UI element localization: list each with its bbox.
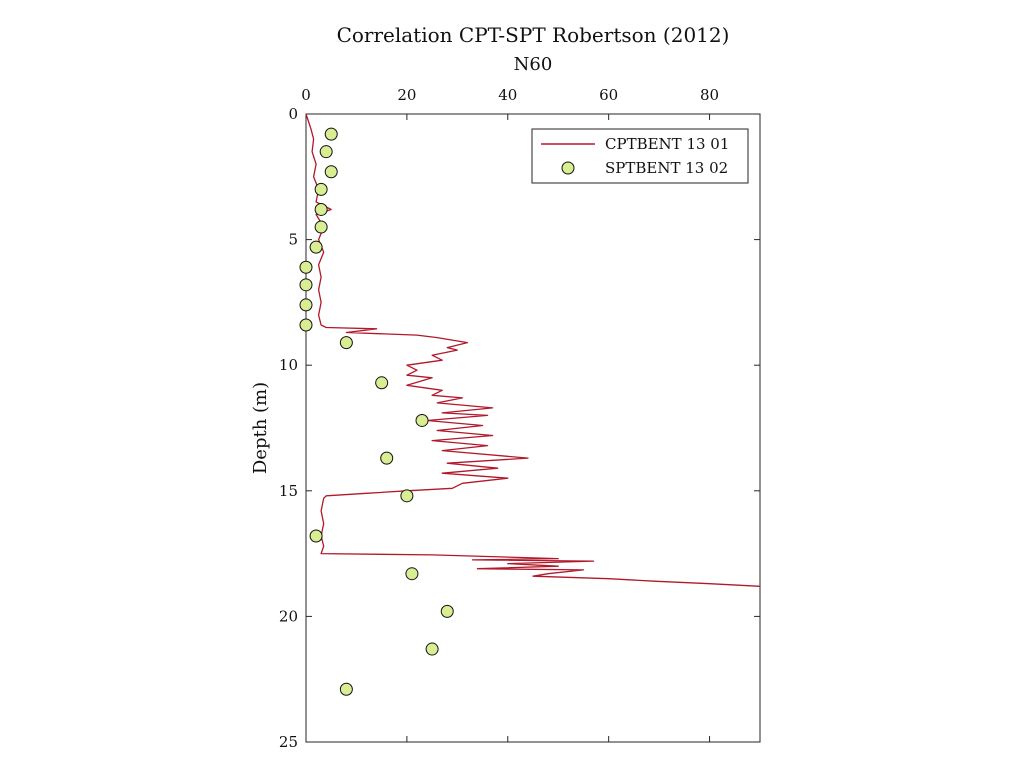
spt-data-point [339, 336, 353, 350]
y-ticks: 0 5 10 15 20 25 [279, 105, 760, 751]
y-tick-label: 15 [279, 482, 298, 500]
spt-data-point [314, 202, 328, 216]
spt-data-point [440, 604, 454, 618]
legend: CPTBENT 13 01 SPTBENT 13 02 [531, 128, 749, 184]
spt-data-point [375, 376, 389, 390]
x-tick-label: 0 [301, 86, 311, 104]
spt-data-point [324, 165, 338, 179]
spt-data-point [339, 682, 353, 696]
x-tick-label: 40 [498, 86, 517, 104]
spt-data-point [309, 529, 323, 543]
chart-title: Correlation CPT-SPT Robertson (2012) [337, 23, 730, 47]
spt-data-point [314, 220, 328, 234]
spt-data-point [380, 451, 394, 465]
spt-data-point [309, 240, 323, 254]
legend-label-spt: SPTBENT 13 02 [605, 159, 728, 177]
x-ticks: 0 20 40 60 80 [301, 86, 719, 742]
x-tick-label: 20 [397, 86, 416, 104]
y-tick-label: 0 [288, 105, 298, 123]
x-axis-label: N60 [514, 54, 553, 75]
cpt-series-line [305, 113, 761, 587]
spt-data-point [405, 567, 419, 581]
spt-data-point [415, 413, 429, 427]
y-tick-label: 10 [279, 356, 298, 374]
spt-data-point [319, 145, 333, 159]
y-axis-label: Depth (m) [250, 382, 271, 474]
legend-marker-swatch [561, 161, 575, 175]
spt-data-point [299, 278, 313, 292]
spt-data-point [324, 127, 338, 141]
x-tick-label: 60 [599, 86, 618, 104]
series-layer [299, 113, 761, 696]
spt-data-point [299, 260, 313, 274]
legend-label-cpt: CPTBENT 13 01 [605, 135, 729, 153]
spt-data-point [299, 298, 313, 312]
spt-data-point [425, 642, 439, 656]
x-tick-label: 80 [700, 86, 719, 104]
plot-area [305, 113, 761, 743]
spt-data-point [400, 489, 414, 503]
spt-data-point [299, 318, 313, 332]
y-tick-label: 20 [279, 607, 298, 625]
y-tick-label: 25 [279, 733, 298, 751]
y-tick-label: 5 [288, 231, 298, 249]
spt-data-point [314, 182, 328, 196]
